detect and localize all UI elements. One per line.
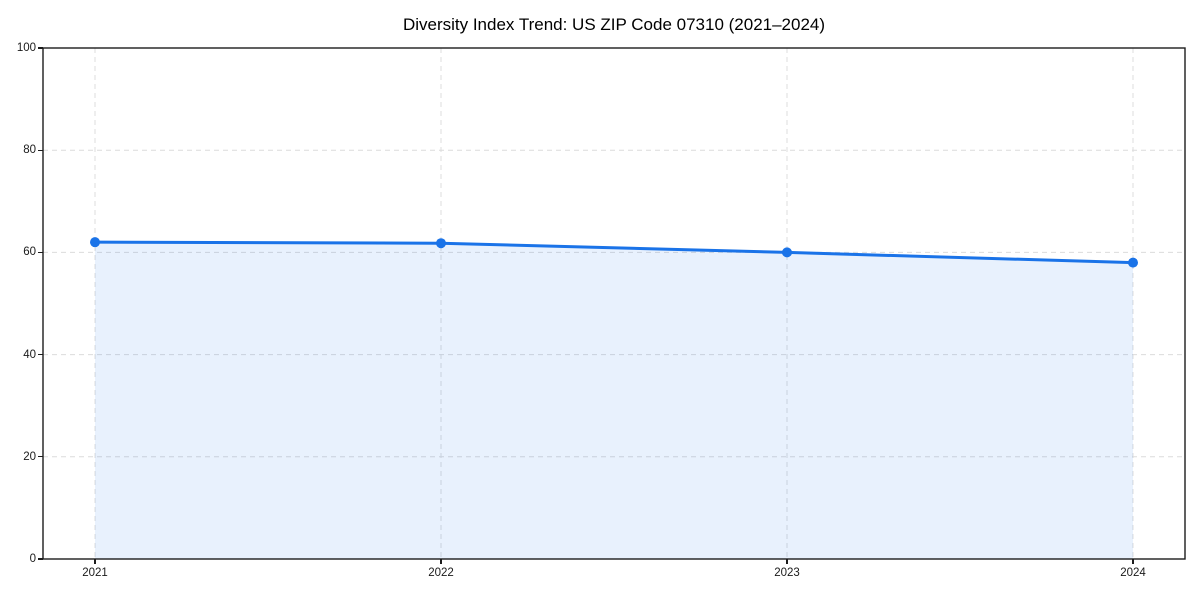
plot-border: [42, 47, 1186, 560]
y-tick-mark: [38, 149, 43, 151]
y-tick-mark: [38, 456, 43, 458]
area-fill: [95, 242, 1133, 559]
y-tick-label: 20: [23, 450, 36, 463]
x-tick-label: 2023: [774, 567, 800, 579]
y-tick-label: 40: [23, 348, 36, 361]
x-tick-mark: [94, 559, 96, 564]
y-tick-label: 60: [23, 246, 36, 259]
x-tick-mark: [786, 559, 788, 564]
x-tick-mark: [440, 559, 442, 564]
data-point-marker: [1128, 257, 1138, 268]
y-tick-label: 100: [16, 42, 36, 54]
x-tick-label: 2024: [1120, 567, 1146, 579]
x-tick-label: 2021: [82, 567, 108, 579]
data-point-marker: [436, 238, 446, 249]
x-tick-mark: [1132, 559, 1134, 564]
trend-line: [93, 240, 1135, 265]
plot-area: [42, 47, 1186, 560]
chart-title: Diversity Index Trend: US ZIP Code 07310…: [402, 15, 826, 34]
x-tick-label: 2022: [428, 567, 454, 579]
y-tick-label: 80: [23, 144, 36, 157]
y-tick-label: 0: [29, 553, 36, 565]
y-tick-mark: [38, 251, 43, 253]
y-tick-mark: [38, 558, 43, 560]
data-point-marker: [782, 247, 792, 258]
plot-canvas: [42, 47, 1186, 560]
data-point-marker: [90, 237, 100, 248]
y-tick-mark: [38, 354, 43, 356]
y-tick-mark: [38, 47, 43, 49]
